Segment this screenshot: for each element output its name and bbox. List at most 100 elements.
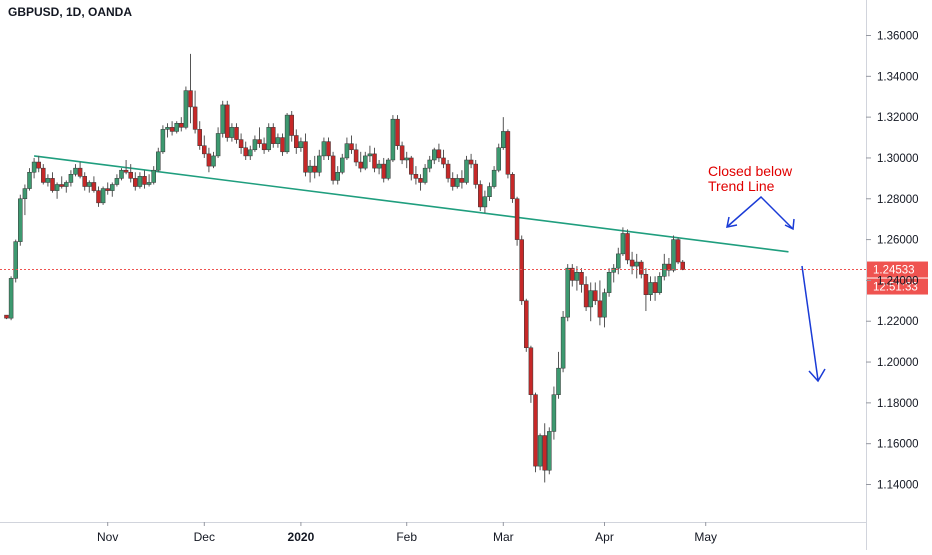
candle-down bbox=[570, 267, 575, 281]
candle-down bbox=[542, 435, 547, 471]
y-tick-label: 1.30000 bbox=[877, 153, 919, 165]
y-tick-label: 1.32000 bbox=[877, 112, 919, 124]
candle-down bbox=[441, 157, 446, 165]
candle-up bbox=[404, 157, 409, 161]
candle-down bbox=[192, 106, 198, 130]
candle-down bbox=[579, 271, 584, 285]
candle-up bbox=[220, 104, 225, 134]
candle-down bbox=[234, 127, 239, 140]
candle-down bbox=[643, 274, 649, 295]
candle-up bbox=[321, 141, 327, 157]
candle-up bbox=[146, 182, 152, 185]
candle-up bbox=[496, 147, 501, 171]
candle-up bbox=[54, 184, 60, 191]
y-tick-label: 1.22000 bbox=[877, 316, 919, 328]
candle-up bbox=[344, 143, 350, 159]
trend-line bbox=[33, 155, 789, 253]
candle-up bbox=[307, 165, 313, 173]
candle-up bbox=[215, 133, 221, 157]
candle-down bbox=[519, 239, 524, 302]
candle-down bbox=[418, 178, 423, 183]
y-tick-label: 1.24000 bbox=[877, 275, 919, 287]
candle-down bbox=[303, 141, 308, 173]
candle-down bbox=[289, 114, 294, 136]
candle-down bbox=[473, 163, 478, 185]
axes: 1.36000 1.34000 1.32000 1.30000 1.28000 1.260… bbox=[0, 0, 919, 550]
candle-down bbox=[450, 178, 455, 187]
candle-down bbox=[625, 233, 630, 261]
candle-down bbox=[312, 165, 317, 173]
candle-up bbox=[565, 267, 570, 318]
candle-down bbox=[261, 143, 267, 151]
candle-up bbox=[317, 155, 322, 173]
candle-up bbox=[491, 169, 497, 187]
y-tick-label: 1.36000 bbox=[877, 31, 919, 43]
symbol-title: GBPUSD, 1D, OANDA bbox=[8, 5, 133, 19]
candle-up bbox=[266, 127, 271, 151]
candle-down bbox=[59, 184, 64, 187]
candle-down bbox=[445, 163, 451, 179]
price-badge bbox=[867, 261, 928, 278]
candle-up bbox=[455, 178, 460, 187]
candle-up bbox=[501, 131, 506, 149]
candle-down bbox=[105, 188, 110, 191]
candle-down bbox=[197, 129, 202, 146]
candle-down bbox=[294, 135, 299, 149]
candle-down bbox=[381, 163, 386, 179]
candle-up bbox=[229, 127, 235, 138]
candle-down bbox=[128, 171, 133, 179]
candle-up bbox=[537, 435, 543, 467]
candle-down bbox=[629, 259, 635, 267]
annotation-arrowhead-right bbox=[784, 218, 795, 231]
candle-down bbox=[238, 139, 244, 149]
countdown-badge-value: 12:51:33 bbox=[873, 282, 918, 294]
candle-down bbox=[188, 90, 193, 108]
x-tick-label: Nov bbox=[97, 530, 118, 544]
candle-down bbox=[399, 145, 405, 161]
candle-up bbox=[422, 167, 428, 183]
candle-up bbox=[13, 241, 18, 279]
annotation-arrowhead-left bbox=[726, 216, 738, 228]
candle-down bbox=[652, 282, 658, 293]
candle-down bbox=[436, 149, 442, 159]
y-tick-label: 1.14000 bbox=[877, 480, 919, 492]
candle-down bbox=[583, 284, 589, 308]
candle-up bbox=[634, 261, 639, 267]
x-tick-label: May bbox=[694, 530, 717, 544]
candle-up bbox=[432, 149, 437, 161]
candle-up bbox=[574, 271, 580, 281]
candle-down bbox=[358, 161, 363, 169]
candle-up bbox=[284, 114, 290, 153]
x-tick-label: 2020 bbox=[288, 530, 315, 544]
candle-up bbox=[174, 123, 179, 132]
candle-up bbox=[427, 159, 432, 169]
candle-up bbox=[560, 316, 566, 369]
candle-down bbox=[353, 149, 359, 163]
candle-up bbox=[602, 292, 607, 318]
candle-down bbox=[395, 118, 400, 146]
candle-up bbox=[611, 267, 616, 273]
candle-up bbox=[662, 263, 667, 277]
annotation-pointer-lines bbox=[727, 195, 793, 229]
candle-up bbox=[64, 182, 69, 187]
candle-up bbox=[31, 161, 37, 173]
candle-up bbox=[45, 178, 51, 183]
current-price-line-layer: 1.24533 12:51:33 bbox=[0, 261, 928, 295]
candle-up bbox=[183, 90, 189, 128]
candle-up bbox=[487, 186, 492, 197]
candle-down bbox=[478, 184, 483, 208]
y-tick-label: 1.26000 bbox=[877, 235, 919, 247]
candle-up bbox=[335, 171, 340, 181]
candle-down bbox=[639, 261, 644, 275]
candle-down bbox=[528, 347, 534, 395]
candle-down bbox=[666, 263, 672, 271]
candle-up bbox=[100, 188, 106, 204]
candle-up bbox=[556, 367, 561, 395]
candle-up bbox=[464, 159, 469, 183]
candle-up bbox=[363, 155, 368, 169]
candle-up bbox=[390, 118, 396, 161]
candle-down bbox=[225, 104, 230, 138]
candle-up bbox=[547, 431, 552, 471]
